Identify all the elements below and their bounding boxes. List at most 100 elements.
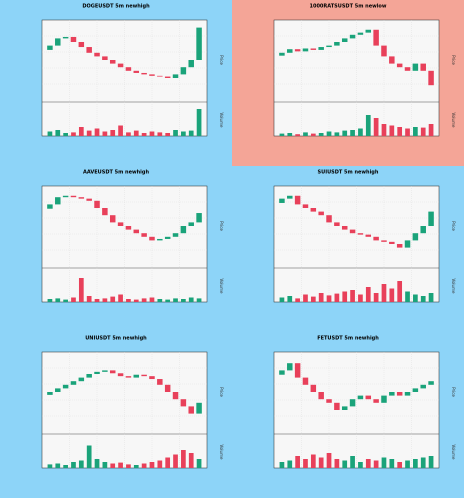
- candle: [62, 36, 69, 39]
- candle: [279, 198, 285, 203]
- chart-title: SUIUSDT 5m newhigh: [318, 170, 379, 176]
- candle: [157, 238, 163, 241]
- volume-bar: [55, 298, 61, 302]
- volume-bar: [428, 124, 434, 136]
- candle: [420, 63, 426, 71]
- candle: [55, 197, 61, 205]
- volume-bar: [303, 294, 308, 302]
- candle: [381, 240, 387, 242]
- volume-bar: [102, 298, 108, 302]
- candle: [164, 76, 171, 78]
- candle: [365, 234, 372, 237]
- candle: [70, 195, 77, 198]
- candle: [318, 392, 324, 400]
- candle: [157, 379, 163, 385]
- volume-bar: [405, 460, 410, 468]
- candle: [196, 213, 202, 223]
- candle: [294, 363, 301, 378]
- candle: [428, 70, 434, 86]
- volume-bar: [358, 128, 363, 136]
- volume-bar: [342, 460, 348, 468]
- candle: [389, 392, 395, 396]
- candle: [157, 75, 163, 77]
- volume-bar: [405, 128, 410, 136]
- candle: [180, 67, 187, 75]
- candle: [149, 74, 155, 76]
- volume-bar: [94, 459, 100, 468]
- volume-bar: [86, 445, 92, 468]
- volume-bar: [389, 288, 395, 302]
- candle: [109, 60, 116, 64]
- candle: [188, 222, 194, 226]
- volume-bar: [365, 115, 371, 136]
- chart-title: AAVEUSDT 5m newhigh: [83, 170, 150, 176]
- candle: [117, 222, 124, 226]
- candle: [125, 376, 132, 378]
- volume-bar: [110, 130, 116, 136]
- volume-axis-label: Volume: [451, 279, 456, 294]
- candle: [318, 211, 324, 216]
- volume-bar: [165, 133, 171, 136]
- candle: [180, 226, 187, 234]
- volume-bar: [126, 299, 131, 302]
- volume-bar: [63, 133, 68, 136]
- candle: [149, 376, 155, 380]
- candle: [318, 47, 324, 50]
- candle: [125, 226, 132, 230]
- candle: [196, 27, 202, 61]
- candle: [349, 229, 356, 234]
- volume-bar: [94, 299, 100, 302]
- volume-axis-label: Volume: [219, 113, 224, 128]
- volume-bar: [373, 293, 379, 302]
- candle: [47, 392, 53, 395]
- volume-bar: [118, 125, 123, 136]
- volume-bar: [326, 453, 332, 468]
- volume-bar: [310, 454, 316, 468]
- volume-bar: [141, 463, 147, 468]
- candle: [373, 236, 379, 241]
- candle: [62, 384, 69, 389]
- volume-bar: [428, 293, 434, 302]
- volume-bar: [342, 291, 348, 302]
- volume-bar: [196, 109, 202, 136]
- candle: [287, 49, 293, 53]
- candle: [341, 406, 348, 410]
- candle: [349, 399, 356, 407]
- volume-bar: [318, 457, 324, 468]
- candle: [310, 208, 317, 212]
- candle: [404, 392, 411, 396]
- candle: [396, 63, 403, 68]
- candle: [357, 395, 364, 400]
- volume-bar: [326, 295, 332, 302]
- candle: [404, 67, 411, 71]
- candle: [365, 395, 372, 400]
- candle: [78, 42, 85, 48]
- volume-bar: [350, 130, 355, 136]
- candle: [94, 52, 100, 57]
- volume-bar: [157, 460, 163, 468]
- volume-bar: [71, 462, 76, 468]
- volume-bar: [94, 128, 100, 136]
- volume-bar: [110, 296, 116, 302]
- chart-title: DOGEUSDT 5m newhigh: [82, 4, 150, 10]
- candle: [70, 36, 77, 42]
- volume-bar: [381, 124, 387, 136]
- volume-bar: [173, 454, 178, 468]
- volume-axis-label: Volume: [451, 445, 456, 460]
- volume-bar: [420, 127, 426, 136]
- candle: [326, 215, 332, 223]
- volume-bar: [78, 127, 84, 136]
- candle: [78, 197, 85, 199]
- candle: [149, 236, 155, 241]
- volume-bar: [334, 132, 340, 136]
- candle: [334, 42, 340, 46]
- volume-bar: [373, 460, 379, 468]
- volume-bar: [47, 131, 53, 136]
- price-axis-label: Price: [451, 55, 456, 65]
- volume-bar: [334, 459, 340, 468]
- volume-bar: [188, 130, 194, 136]
- volume-bar: [397, 462, 403, 468]
- volume-bar: [287, 460, 293, 468]
- volume-bar: [428, 456, 434, 468]
